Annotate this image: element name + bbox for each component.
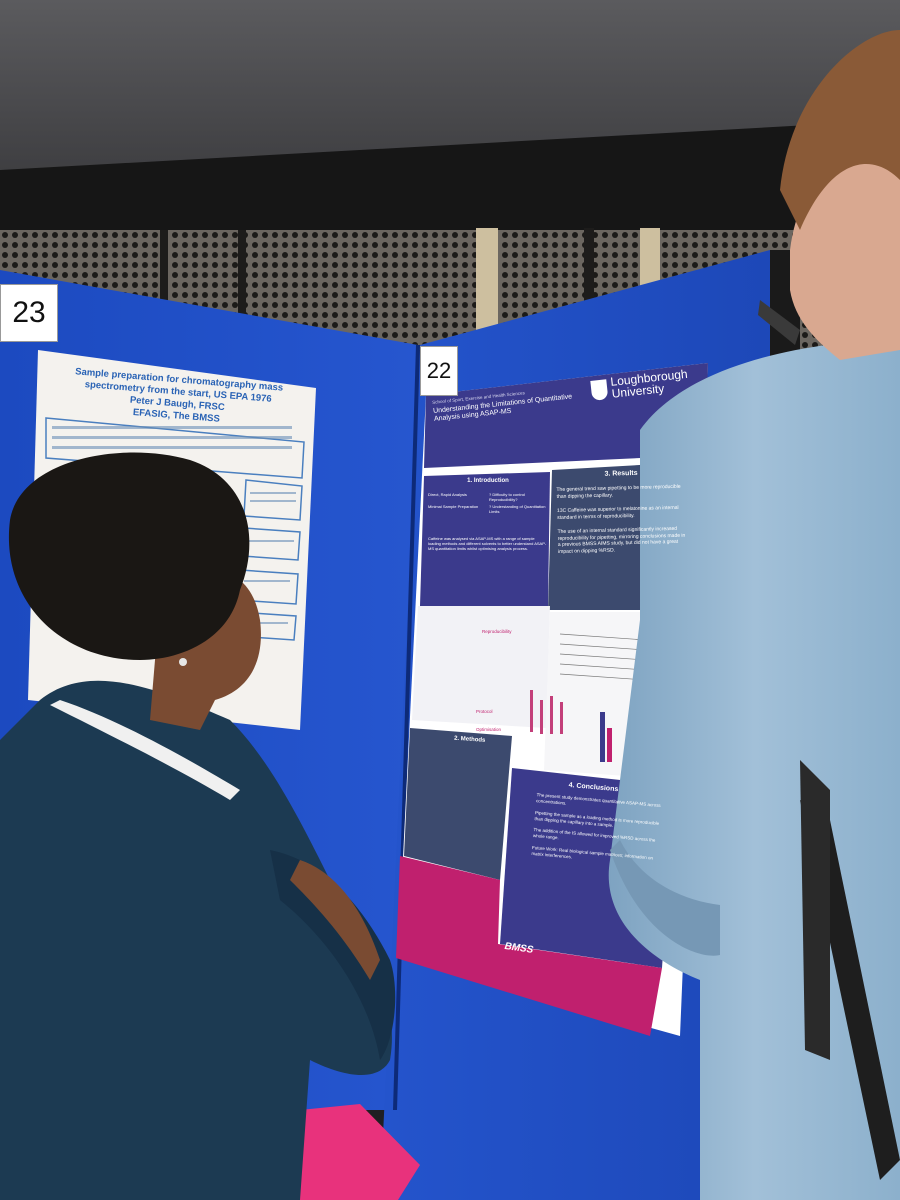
conclusions-section: 4. Conclusions The present study demonst… [517, 778, 663, 868]
reproducibility-label: Reproducibility [482, 629, 512, 634]
board-number-23: 23 [0, 284, 58, 342]
diagram-labels: Reproducibility [482, 620, 512, 638]
person-left-hair [8, 452, 250, 660]
intro-bullet-1: Direct, Rapid Analysis [428, 492, 467, 497]
introduction-section: 1. Introduction Direct, Rapid Analysis ?… [428, 478, 548, 551]
intro-bullet-3: ? Difficulty to control Reproducibility? [489, 492, 525, 502]
results-point-3: The use of an internal standard signific… [557, 525, 686, 555]
methods-box [404, 728, 512, 880]
pink-bag [280, 1104, 420, 1200]
intro-box [420, 472, 550, 606]
protocol-label: Protocol Optimisation [476, 709, 502, 732]
results-section: 3. Results The general trend saw pipetti… [556, 469, 688, 555]
right-poster-footer [396, 856, 662, 1036]
protocol-label-wrap: Protocol Optimisation [476, 700, 516, 736]
board-number-23-label: 23 [12, 296, 46, 329]
right-poster-header [424, 363, 708, 468]
footer-logo: BMSS [503, 936, 534, 958]
person-left-shirt [0, 680, 392, 1200]
board-number-22: 22 [420, 346, 458, 396]
results-point-2: 13C Caffeine was superior to melatonine … [556, 504, 679, 521]
results-point-1: The general trend saw pipetting to be mo… [556, 483, 681, 500]
person-right-hair [780, 30, 900, 230]
board-number-22-label: 22 [426, 358, 452, 383]
earring [179, 658, 187, 666]
introduction-summary: Caffeine was analysed via ASAP-MS with a… [428, 536, 547, 551]
intro-bullet-2: Minimal Sample Preparation [428, 504, 479, 509]
person-right-head [790, 150, 900, 360]
intro-bullet-4: ? Understanding of Quantitation Limits [489, 504, 546, 514]
bmss-logo-text: BMSS [503, 940, 534, 956]
introduction-heading: 1. Introduction [467, 478, 509, 484]
university-crest-icon [590, 378, 609, 401]
